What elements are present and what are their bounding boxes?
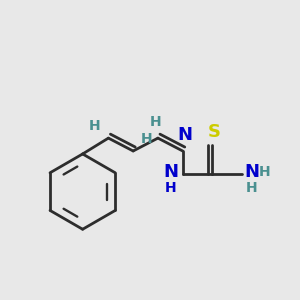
Text: S: S — [208, 123, 221, 141]
Text: N: N — [244, 163, 260, 181]
Text: H: H — [246, 181, 258, 195]
Text: N: N — [163, 163, 178, 181]
Text: H: H — [165, 181, 177, 195]
Text: H: H — [89, 119, 100, 133]
Text: N: N — [177, 126, 192, 144]
Text: H: H — [259, 165, 271, 179]
Text: H: H — [141, 132, 153, 146]
Text: H: H — [150, 115, 162, 129]
